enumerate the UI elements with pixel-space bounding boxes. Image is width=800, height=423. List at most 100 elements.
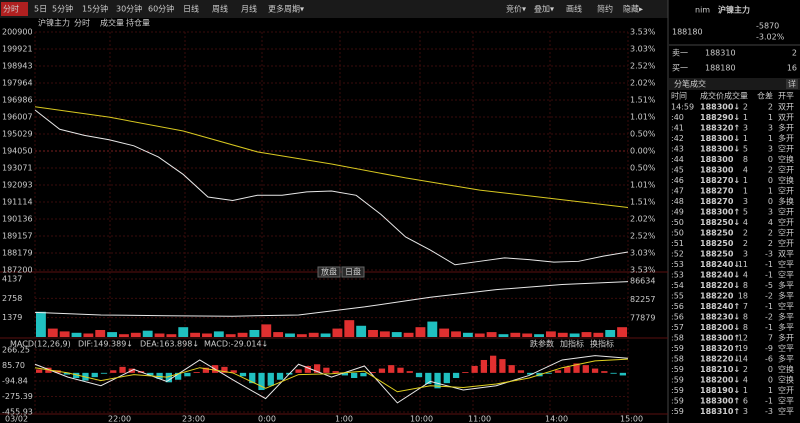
- trade-cell: :49: [671, 208, 684, 217]
- tool-button[interactable]: 叠加▾: [534, 4, 554, 14]
- trade-cell: :59: [671, 376, 684, 385]
- trade-cell: -9: [765, 344, 773, 353]
- quote-change-pct: -3.02%: [756, 33, 785, 42]
- tool-button[interactable]: 隐藏▸: [623, 4, 643, 14]
- trade-cell: 空换: [778, 364, 794, 374]
- chart-option[interactable]: 成交量: [100, 18, 124, 28]
- pct-tick-label: 2.52%: [630, 232, 656, 241]
- trade-cell: -3: [765, 250, 773, 259]
- y-tick-label: 195029: [2, 129, 33, 138]
- trade-cell: :58: [671, 355, 684, 364]
- trade-cell: 188300: [700, 155, 734, 164]
- column-header: 仓差: [757, 91, 773, 101]
- indicator-tool[interactable]: 换指标: [590, 339, 614, 349]
- macd-bar: [397, 367, 404, 373]
- indicator-tool[interactable]: 加指标: [560, 339, 584, 349]
- y-tick-label: 198943: [2, 61, 33, 70]
- trade-cell: 188300↓: [700, 145, 740, 154]
- tab[interactable]: 月线: [241, 4, 257, 14]
- chart-option[interactable]: 分时: [74, 18, 90, 28]
- macd-bar: [73, 372, 80, 379]
- y-tick-label: 200900: [2, 28, 33, 37]
- trade-cell: 188300↑: [700, 208, 740, 217]
- trade-cell: :43: [671, 145, 684, 154]
- trade-cell: 188250: [700, 239, 734, 248]
- trade-cell: 空开: [778, 186, 794, 196]
- button[interactable]: [317, 266, 341, 278]
- quote-code: nim: [695, 6, 710, 15]
- dif-line: [34, 355, 629, 404]
- tab[interactable]: 60分钟: [148, 4, 174, 14]
- volume-bar: [486, 332, 497, 337]
- tab-label[interactable]: 详: [788, 79, 796, 89]
- tab[interactable]: 日线: [183, 4, 199, 14]
- button-label[interactable]: 日盘: [345, 267, 361, 277]
- trade-cell: 188270: [700, 187, 734, 196]
- volume-bar: [320, 333, 331, 337]
- tab[interactable]: [786, 79, 798, 89]
- volume-bar: [249, 329, 260, 337]
- trade-cell: 多开: [778, 123, 794, 133]
- tool-button[interactable]: 竞价▾: [506, 4, 526, 14]
- volume-bar: [178, 327, 189, 337]
- trade-cell: 8: [743, 323, 748, 332]
- trade-cell: 4: [743, 271, 748, 280]
- tab[interactable]: 周线: [212, 4, 228, 14]
- indicator-tool[interactable]: 跌参数: [530, 339, 554, 349]
- trade-cell: 188200↓: [700, 323, 740, 332]
- trade-cell: -1: [765, 323, 773, 332]
- trade-cell: 188220↓: [700, 355, 740, 364]
- y-tick-label: 190136: [2, 214, 33, 223]
- tab[interactable]: 5日: [34, 5, 47, 14]
- pct-tick-label: 0.00%: [630, 147, 656, 156]
- volume-bar: [154, 333, 165, 337]
- trade-cell: 3: [743, 124, 748, 133]
- volume-bar: [107, 332, 118, 337]
- tab[interactable]: 5分钟: [52, 4, 73, 14]
- volume-bar: [285, 333, 295, 337]
- trade-cell: 188210↓: [700, 365, 740, 374]
- tab[interactable]: 更多周期▾: [268, 4, 304, 14]
- oi-tick-label: 82257: [630, 295, 655, 304]
- trade-cell: 2: [768, 229, 773, 238]
- trade-cell: 空开: [778, 217, 794, 227]
- macd-bar: [610, 372, 617, 374]
- macd-bar: [443, 372, 450, 384]
- pct-tick-label: 2.02%: [630, 214, 656, 223]
- y-tick-label: 196007: [2, 113, 33, 122]
- button[interactable]: [341, 266, 365, 278]
- macd-bar: [174, 372, 182, 380]
- toolbar: [0, 0, 668, 18]
- volume-bar: [83, 333, 94, 337]
- macd-bar: [591, 368, 599, 373]
- macd-bar: [406, 371, 413, 373]
- macd-bar: [193, 371, 200, 373]
- macd-bar: [573, 363, 580, 373]
- y-tick-label: 196986: [2, 95, 33, 104]
- volume-bar: [451, 331, 461, 337]
- tool-button[interactable]: 简约: [597, 4, 613, 14]
- pct-tick-label: 3.03%: [630, 45, 656, 54]
- y-tick-label: -455.93: [2, 408, 33, 417]
- volume-bar: [119, 334, 129, 337]
- macd-bar: [490, 355, 497, 373]
- trade-cell: 空开: [778, 238, 794, 248]
- tab[interactable]: 30分钟: [116, 4, 142, 14]
- tool-button[interactable]: 画线: [566, 4, 582, 14]
- tab[interactable]: 分时: [3, 4, 19, 14]
- pct-tick-label: 1.51%: [630, 198, 656, 207]
- macd-bar: [165, 372, 172, 383]
- trade-cell: -3: [765, 407, 773, 416]
- chart-option[interactable]: 持仓量: [126, 18, 150, 28]
- macd-bar: [360, 372, 367, 377]
- trade-cell: 14: [738, 355, 748, 364]
- trade-cell: -2: [765, 292, 773, 301]
- y-tick-label: 1379: [2, 313, 22, 322]
- trade-cell: 1: [768, 386, 773, 395]
- trade-cell: 空平: [778, 259, 794, 269]
- volume-bar: [296, 334, 307, 337]
- tab[interactable]: 15分钟: [82, 4, 108, 14]
- trade-cell: 11: [738, 260, 748, 269]
- button-label[interactable]: 放盘: [321, 267, 337, 277]
